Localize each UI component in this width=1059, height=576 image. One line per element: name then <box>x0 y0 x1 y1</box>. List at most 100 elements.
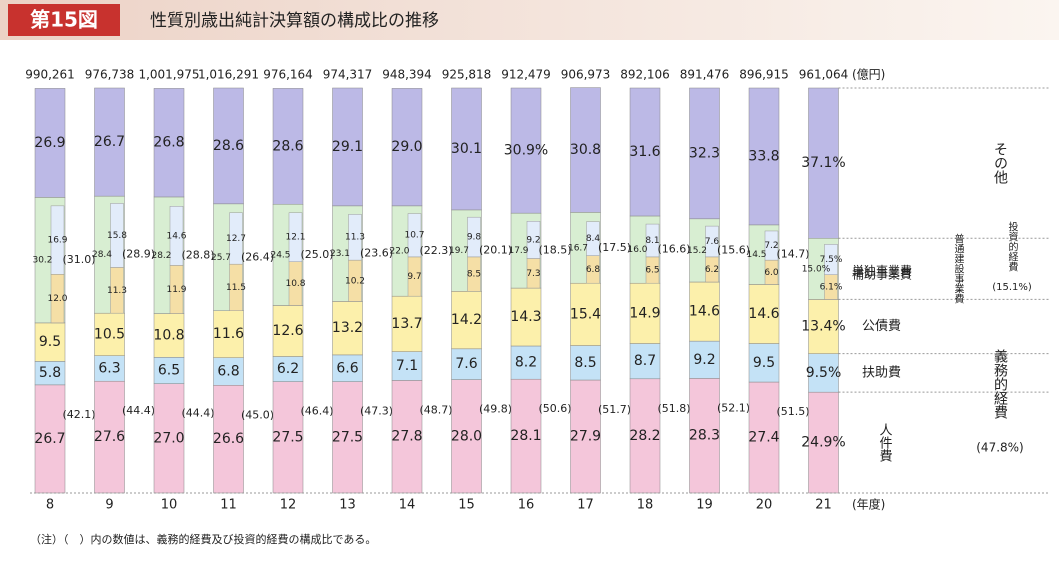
breakdown-label: 14.6 <box>166 231 186 241</box>
investment-share-label: (31.0) <box>62 253 95 266</box>
segment-label: 26.7 <box>94 134 125 150</box>
breakdown-label: 11.3 <box>107 286 127 296</box>
segment-label: 26.8 <box>153 135 184 151</box>
segment-label: 28.0 <box>451 428 482 444</box>
segment-label: 5.8 <box>39 365 61 381</box>
total-label: 961,064 <box>799 68 849 82</box>
breakdown-label: 8.5 <box>467 270 481 280</box>
segment-label: 15.4 <box>570 306 601 322</box>
breakdown-label: 9.7 <box>407 272 421 282</box>
segment-label: 31.6 <box>629 144 660 160</box>
bar-segment <box>332 354 363 382</box>
segment-label: 7.6 <box>455 356 477 372</box>
x-tick-label: 20 <box>756 498 773 513</box>
breakdown-label: 11.9 <box>166 285 186 295</box>
total-label: 974,317 <box>323 68 373 82</box>
bar-segment <box>213 357 244 386</box>
obligatory-share-label: (47.8%) <box>976 441 1023 455</box>
legend-label v: 人件費 <box>877 423 893 462</box>
x-tick-label: 16 <box>518 498 535 513</box>
x-tick-label: 8 <box>46 498 54 513</box>
segment-label: 27.9 <box>570 429 601 445</box>
bar-segment <box>808 299 839 354</box>
legend-label: 公債費 <box>862 319 901 334</box>
segment-label: 28.1 <box>510 428 541 444</box>
bar-segment <box>391 295 423 352</box>
bar-segment <box>94 355 125 382</box>
segment-label: 9.5% <box>806 365 842 381</box>
breakdown-segment <box>705 225 719 258</box>
segment-label: 8.2 <box>515 355 537 371</box>
legend-label: 単独事業費 <box>852 263 912 278</box>
total-label: 990,261 <box>25 68 75 82</box>
breakdown-label: 8.1 <box>645 236 659 246</box>
bar-segment <box>748 87 780 226</box>
segment-label: 30.8 <box>570 142 601 158</box>
note: （注）（ ）内の数値は、義務的経費及び投資的経費の構成比である。 <box>30 532 376 546</box>
construction-label: 14.5 <box>746 250 766 260</box>
legend-label: 補助事業費 <box>852 267 912 282</box>
construction-label: 16.0 <box>627 245 647 255</box>
x-tick-label: 18 <box>637 498 654 513</box>
segment-label: 27.4 <box>748 430 779 446</box>
segment-label: 26.7 <box>34 431 65 447</box>
bar-segment <box>570 379 601 494</box>
construction-label: 28.2 <box>151 251 171 261</box>
breakdown-label: 12.7 <box>226 234 246 244</box>
obligatory-share-label: (44.4) <box>181 407 214 420</box>
legend-label: 扶助費 <box>862 365 901 380</box>
investment-share-label: (23.6) <box>360 247 393 260</box>
breakdown-segment <box>526 220 541 259</box>
breakdown-label: 7.2 <box>764 241 778 251</box>
breakdown-segment <box>645 223 660 258</box>
segment-label: 30.9% <box>504 143 548 159</box>
segment-label: 27.5 <box>332 429 363 445</box>
bar-segment <box>748 381 780 494</box>
obligatory-share-label: (44.4) <box>122 404 155 417</box>
total-label: 1,016,291 <box>198 68 259 82</box>
figure-label-box <box>8 4 120 36</box>
total-label: 1,001,975 <box>138 68 199 82</box>
total-label: 892,106 <box>620 68 670 82</box>
construction-label: 19.7 <box>449 246 469 256</box>
construction-label: 16.7 <box>568 243 588 253</box>
x-tick-label: 12 <box>280 498 297 513</box>
breakdown-label: 9.8 <box>467 233 482 243</box>
segment-label: 24.9% <box>801 435 845 451</box>
header-band <box>0 0 1059 40</box>
segment-label: 29.1 <box>332 139 363 155</box>
bar-segment <box>272 305 304 357</box>
investment-share-label: (25.0) <box>300 248 333 261</box>
bar-segment <box>34 88 66 198</box>
segment-label: 26.6 <box>213 431 244 447</box>
construction-label: 17.9 <box>508 246 528 256</box>
investment-share-label: (16.6) <box>657 243 690 256</box>
bar-segment <box>451 348 482 380</box>
obligatory-share-label: (51.5) <box>776 405 809 418</box>
breakdown-label: 7.6 <box>705 237 720 247</box>
bar-segment <box>213 310 244 358</box>
legend-label: 義務的経費 <box>992 349 1008 420</box>
x-tick-label: 19 <box>696 498 713 513</box>
segment-label: 14.3 <box>510 309 541 325</box>
x-tick-label: 15 <box>458 498 475 513</box>
segment-label: 29.0 <box>391 139 422 155</box>
breakdown-segment <box>288 212 303 262</box>
bar-segment <box>570 282 601 346</box>
breakdown-label: 6.8 <box>586 265 601 275</box>
construction-label: 15.0% <box>802 264 831 274</box>
breakdown-segment <box>50 205 65 275</box>
breakdown-segment <box>586 221 600 256</box>
segment-label: 9.5 <box>753 355 775 371</box>
segment-label: 6.2 <box>277 361 299 377</box>
bar-segment <box>808 87 839 239</box>
breakdown-label: 9.2 <box>526 235 540 245</box>
breakdown-label: 10.8 <box>285 279 305 289</box>
breakdown-label: 12.1 <box>285 233 305 243</box>
unit-label: (億円) <box>852 68 885 82</box>
segment-label: 28.2 <box>629 428 660 444</box>
investment-share-label: (28.9) <box>122 248 155 261</box>
chart-title: 性質別歳出純計決算額の構成比の推移 <box>150 11 439 31</box>
x-tick-label: 17 <box>577 498 594 513</box>
